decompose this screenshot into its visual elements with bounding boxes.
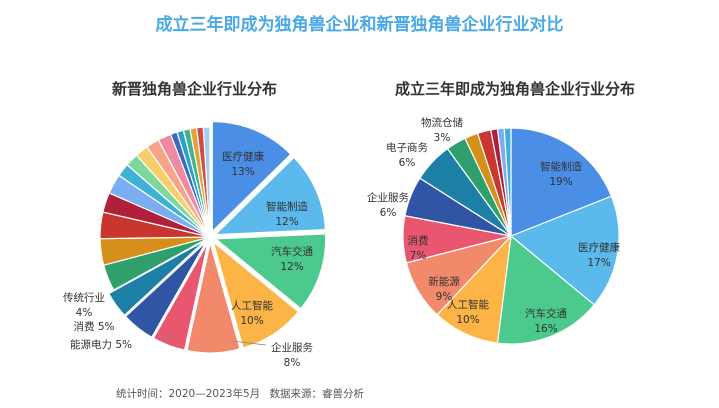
right-slice-value-7: 6% bbox=[399, 157, 416, 169]
right-slice-label-1: 医疗健康 bbox=[578, 241, 620, 254]
left-leader-line-5 bbox=[160, 335, 173, 341]
page-title: 成立三年即成为独角兽企业和新晋独角兽企业行业对比 bbox=[155, 15, 564, 35]
left-slice-value-0: 13% bbox=[231, 166, 254, 178]
right-slice-label-2: 汽车交通 bbox=[525, 307, 567, 320]
left-slice-value-1: 12% bbox=[275, 216, 298, 228]
right-slice-value-6: 6% bbox=[380, 207, 397, 219]
right-slice-label-4: 新能源 bbox=[428, 275, 460, 288]
right-slice-13 bbox=[503, 127, 512, 237]
left-slice-label-6: 消费 5% bbox=[74, 320, 115, 333]
footnote-source: 数据来源：睿兽分析 bbox=[269, 388, 364, 400]
right-slice-value-4: 9% bbox=[436, 291, 453, 303]
right-slice-value-0: 19% bbox=[549, 176, 572, 188]
right-slice-value-1: 17% bbox=[587, 257, 610, 269]
right-pie: 智能制造 19% 医疗健康 17% 汽车交通 16% 人工智能 10% 新能源 9% 消费 7% 企业服… bbox=[367, 116, 620, 345]
left-slice-6 bbox=[124, 241, 207, 339]
left-slice-label-0: 医疗健康 bbox=[222, 150, 264, 163]
left-slice-2 bbox=[214, 233, 327, 310]
left-slice-label-2: 汽车交通 bbox=[271, 245, 313, 258]
right-slice-2 bbox=[496, 234, 596, 345]
left-slice-label-7: 传统行业 bbox=[63, 291, 105, 304]
right-slice-value-3: 10% bbox=[456, 314, 479, 326]
left-leader-line-4 bbox=[231, 340, 267, 346]
right-slice-value-2: 16% bbox=[534, 323, 557, 335]
right-slice-label-5: 消费 bbox=[408, 234, 429, 247]
right-slice-0 bbox=[510, 127, 613, 237]
right-chart-title: 成立三年即成为独角兽企业行业分布 bbox=[395, 80, 636, 98]
left-slice-value-2: 12% bbox=[280, 261, 303, 273]
footnote: 统计时间：2020—2023年5月 数据来源：睿兽分析 bbox=[116, 386, 370, 401]
left-slice-4 bbox=[186, 242, 241, 354]
left-slice-0 bbox=[211, 120, 292, 233]
right-slice-label-3: 人工智能 bbox=[447, 298, 489, 311]
footnote-period: 统计时间：2020—2023年5月 bbox=[116, 388, 261, 400]
left-slice-label-1: 智能制造 bbox=[266, 200, 308, 213]
left-slice-7 bbox=[107, 239, 206, 317]
right-slice-label-6: 企业服务 bbox=[367, 191, 409, 204]
left-slice-value-7: 4% bbox=[76, 307, 93, 319]
left-slice-23 bbox=[202, 126, 211, 238]
left-slice-value-3: 10% bbox=[240, 315, 263, 327]
right-slice-label-0: 智能制造 bbox=[540, 160, 582, 173]
left-slice-label-5: 能源电力 5% bbox=[70, 338, 132, 351]
right-slice-label-8: 物流仓储 bbox=[421, 116, 463, 129]
left-slice-label-3: 人工智能 bbox=[231, 299, 273, 312]
left-chart-title: 新晋独角兽企业行业分布 bbox=[112, 80, 278, 98]
right-slice-value-8: 3% bbox=[434, 132, 451, 144]
left-slice-3 bbox=[212, 240, 300, 349]
left-slice-5 bbox=[152, 242, 209, 351]
left-slice-label-4: 企业服务 bbox=[271, 341, 313, 354]
left-slice-value-4: 8% bbox=[284, 357, 301, 369]
right-slice-label-7: 电子商务 bbox=[386, 141, 428, 154]
right-slice-1 bbox=[509, 195, 620, 306]
left-pie: 医疗健康 13% 智能制造 12% 汽车交通 12% 人工智能 10% 企业服务 8% 能源电力 5… bbox=[63, 120, 327, 369]
left-slice-1 bbox=[213, 156, 327, 236]
right-slice-value-5: 7% bbox=[410, 250, 427, 262]
